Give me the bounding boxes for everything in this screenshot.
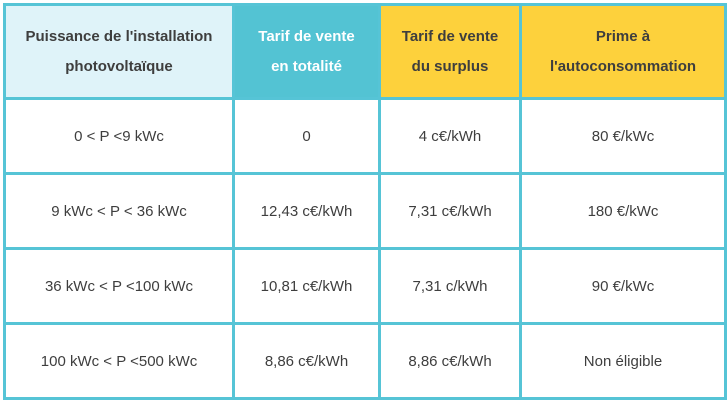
cell-full-sale-tariff: 12,43 c€/kWh	[232, 172, 381, 250]
table-row: 100 kWc < P <500 kWc 8,86 c€/kWh 8,86 c€…	[3, 322, 727, 400]
cell-surplus-tariff: 7,31 c/kWh	[378, 247, 522, 325]
cell-surplus-tariff: 8,86 c€/kWh	[378, 322, 522, 400]
solar-tariff-table: Puissance de l'installation photovoltaïq…	[3, 3, 727, 400]
cell-premium: 90 €/kWc	[519, 247, 727, 325]
header-autoconsumption-premium: Prime à l'autoconsommation	[519, 3, 727, 100]
cell-power-range: 9 kWc < P < 36 kWc	[3, 172, 235, 250]
cell-premium: 80 €/kWc	[519, 97, 727, 175]
table-row: 9 kWc < P < 36 kWc 12,43 c€/kWh 7,31 c€/…	[3, 172, 727, 250]
cell-power-range: 36 kWc < P <100 kWc	[3, 247, 235, 325]
cell-full-sale-tariff: 8,86 c€/kWh	[232, 322, 381, 400]
header-full-sale-tariff: Tarif de vente en totalité	[232, 3, 381, 100]
cell-full-sale-tariff: 0	[232, 97, 381, 175]
cell-surplus-tariff: 4 c€/kWh	[378, 97, 522, 175]
cell-power-range: 100 kWc < P <500 kWc	[3, 322, 235, 400]
cell-premium: 180 €/kWc	[519, 172, 727, 250]
table-row: 36 kWc < P <100 kWc 10,81 c€/kWh 7,31 c/…	[3, 247, 727, 325]
header-installation-power: Puissance de l'installation photovoltaïq…	[3, 3, 235, 100]
header-surplus-sale-tariff: Tarif de vente du surplus	[378, 3, 522, 100]
cell-surplus-tariff: 7,31 c€/kWh	[378, 172, 522, 250]
cell-premium: Non éligible	[519, 322, 727, 400]
header-row: Puissance de l'installation photovoltaïq…	[3, 3, 727, 100]
table-row: 0 < P <9 kWc 0 4 c€/kWh 80 €/kWc	[3, 97, 727, 175]
cell-power-range: 0 < P <9 kWc	[3, 97, 235, 175]
cell-full-sale-tariff: 10,81 c€/kWh	[232, 247, 381, 325]
